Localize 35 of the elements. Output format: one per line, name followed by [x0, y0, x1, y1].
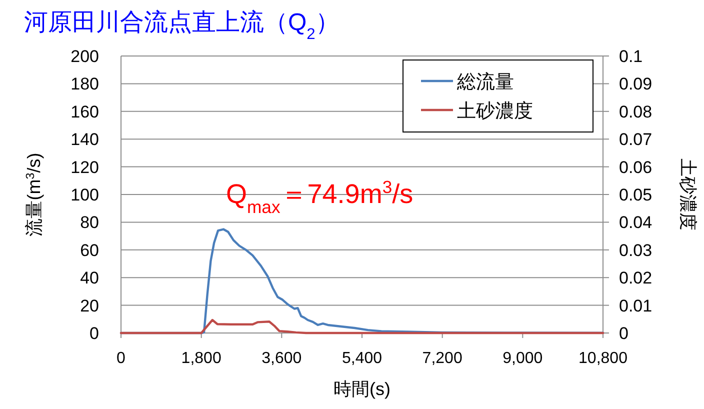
y2-tick-label: 0.07	[619, 130, 652, 150]
y2-tick-label: 0.08	[619, 102, 652, 122]
y2-tick-label: 0.1	[619, 47, 643, 66]
x-tick-label: 1,800	[181, 350, 222, 367]
y-tick-label: 60	[80, 240, 99, 260]
y2-tick-label: 0.05	[619, 186, 652, 204]
x-tick-label: 0	[116, 350, 126, 367]
x-tick-label: 7,200	[422, 350, 462, 367]
x-tick-label: 3,600	[262, 350, 302, 367]
x-axis-title: 時間(s)	[334, 379, 390, 399]
legend-label: 総流量	[456, 71, 514, 93]
y2-tick-label: 0.09	[619, 74, 652, 94]
y-tick-label: 160	[70, 102, 99, 122]
y-tick-label: 120	[70, 158, 99, 177]
y2-tick-label: 0.01	[619, 296, 652, 316]
x-tick-label: 10,800	[578, 350, 628, 367]
y-tick-label: 200	[70, 47, 99, 66]
y2-tick-label: 0.04	[619, 213, 652, 232]
y-tick-label: 40	[80, 268, 99, 288]
y-tick-label: 180	[70, 74, 99, 94]
legend-label: 土砂濃度	[457, 100, 533, 122]
y-tick-label: 100	[70, 186, 99, 204]
y2-tick-label: 0.02	[619, 268, 652, 288]
x-tick-label: 9,000	[502, 350, 543, 367]
annotation: Q$_{max}$＝74.9m$^{3}$/s	[226, 177, 414, 217]
y2-axis-title: 土砂濃度	[678, 158, 698, 230]
y-tick-label: 140	[70, 130, 99, 150]
y-tick-label: 80	[80, 213, 99, 232]
x-tick-label: 5,400	[342, 350, 382, 367]
chart-title: 河原田川合流点直上流（Q$_{2}$）	[24, 9, 340, 42]
y2-tick-label: 0.06	[619, 158, 652, 177]
y2-tick-label: 0	[619, 324, 628, 343]
y-tick-label: 0	[90, 324, 99, 343]
y-tick-label: 20	[80, 296, 99, 316]
y2-tick-label: 0.03	[619, 240, 652, 260]
